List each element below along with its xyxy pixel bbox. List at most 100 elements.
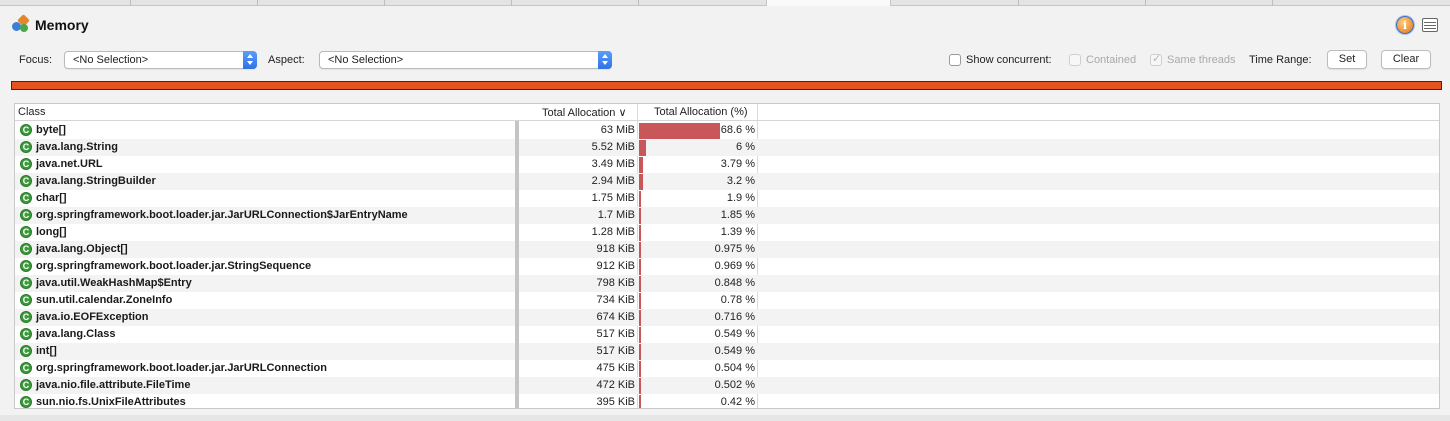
info-icon[interactable]: i: [1396, 16, 1414, 34]
total-allocation-percent-value: 6 %: [736, 141, 755, 153]
total-allocation-value: 912 KiB: [596, 260, 635, 272]
column-resize-handle[interactable]: [515, 121, 519, 408]
sort-descending-icon: ∨: [618, 107, 627, 119]
show-concurrent-label: Show concurrent:: [966, 54, 1052, 66]
class-name: org.springframework.boot.loader.jar.Stri…: [36, 260, 312, 272]
class-name: int[]: [36, 345, 57, 357]
class-icon: C: [20, 192, 32, 204]
allocation-percent-bar: [639, 276, 641, 292]
time-range-bar[interactable]: [11, 81, 1442, 90]
focus-select-value: <No Selection>: [73, 54, 149, 66]
class-icon: C: [20, 294, 32, 306]
class-icon: C: [20, 277, 32, 289]
allocation-percent-bar: [639, 310, 641, 326]
total-allocation-percent-value: 0.975 %: [714, 243, 755, 255]
allocation-percent-bar: [639, 174, 643, 190]
allocation-percent-bar: [639, 344, 641, 360]
tab-separator: [130, 0, 131, 6]
total-allocation-percent-value: 1.9 %: [726, 192, 755, 204]
class-icon: C: [20, 175, 32, 187]
class-name: byte[]: [36, 124, 66, 136]
column-header-total-allocation[interactable]: Total Allocation ∨: [542, 106, 627, 119]
total-allocation-percent-value: 3.2 %: [726, 175, 755, 187]
class-icon: C: [20, 141, 32, 153]
column-header-total-allocation-label: Total Allocation: [542, 107, 616, 119]
total-allocation-value: 2.94 MiB: [591, 175, 635, 187]
tab-separator: [1145, 0, 1146, 6]
table-icon[interactable]: [1422, 18, 1438, 32]
class-name: java.net.URL: [36, 158, 103, 170]
class-icon: C: [20, 260, 32, 272]
total-allocation-value: 475 KiB: [596, 362, 635, 374]
set-button[interactable]: Set: [1327, 50, 1367, 69]
column-header-total-allocation-pct[interactable]: Total Allocation (%): [654, 106, 748, 118]
allocation-percent-bar: [639, 293, 641, 309]
show-concurrent-checkbox[interactable]: [949, 54, 961, 66]
total-allocation-value: 1.28 MiB: [591, 226, 635, 238]
class-icon: C: [20, 396, 32, 408]
class-name: sun.util.calendar.ZoneInfo: [36, 294, 173, 306]
class-name: long[]: [36, 226, 67, 238]
focus-select[interactable]: <No Selection>: [64, 51, 257, 69]
class-icon: C: [20, 226, 32, 238]
total-allocation-value: 674 KiB: [596, 311, 635, 323]
same-threads-label: Same threads: [1167, 54, 1236, 66]
total-allocation-value: 1.75 MiB: [591, 192, 635, 204]
total-allocation-percent-value: 0.716 %: [714, 311, 755, 323]
contained-label: Contained: [1086, 54, 1137, 66]
class-name: java.lang.StringBuilder: [36, 175, 156, 187]
allocation-percent-bar: [639, 259, 641, 275]
editor-tab-strip: [0, 0, 1450, 7]
memory-view-icon: [12, 14, 30, 34]
page-title: Memory: [35, 17, 89, 33]
class-icon: C: [20, 209, 32, 221]
class-name: sun.nio.fs.UnixFileAttributes: [36, 396, 186, 408]
focus-label: Focus:: [19, 54, 53, 66]
total-allocation-percent-value: 3.79 %: [720, 158, 755, 170]
total-allocation-value: 517 KiB: [596, 328, 635, 340]
tab-separator: [511, 0, 512, 6]
allocation-percent-bar: [639, 208, 641, 224]
aspect-select[interactable]: <No Selection>: [319, 51, 612, 69]
class-icon: C: [20, 158, 32, 170]
tab-memory[interactable]: [766, 0, 891, 7]
column-header-class[interactable]: Class: [18, 106, 46, 118]
total-allocation-percent-value: 0.549 %: [714, 345, 755, 357]
tab-separator: [1272, 0, 1273, 6]
total-allocation-percent-value: 0.848 %: [714, 277, 755, 289]
table-header: Class Total Allocation ∨ Total Allocatio…: [15, 104, 1439, 121]
tab-separator: [257, 0, 258, 6]
class-name: org.springframework.boot.loader.jar.JarU…: [36, 362, 327, 374]
class-icon: C: [20, 328, 32, 340]
class-icon: C: [20, 379, 32, 391]
class-icon: C: [20, 362, 32, 374]
allocation-percent-bar: [639, 378, 641, 394]
view-toolbar: i: [1396, 16, 1438, 34]
contained-checkbox[interactable]: [1069, 54, 1081, 66]
aspect-label: Aspect:: [268, 54, 305, 66]
allocation-percent-bar: [639, 157, 643, 173]
clear-button[interactable]: Clear: [1381, 50, 1431, 69]
filter-toolbar: Focus: <No Selection> Aspect: <No Select…: [19, 50, 1439, 71]
time-range-label: Time Range:: [1249, 54, 1312, 66]
total-allocation-percent-value: 1.39 %: [720, 226, 755, 238]
same-threads-checkbox[interactable]: [1150, 52, 1162, 66]
total-allocation-value: 1.7 MiB: [597, 209, 635, 221]
